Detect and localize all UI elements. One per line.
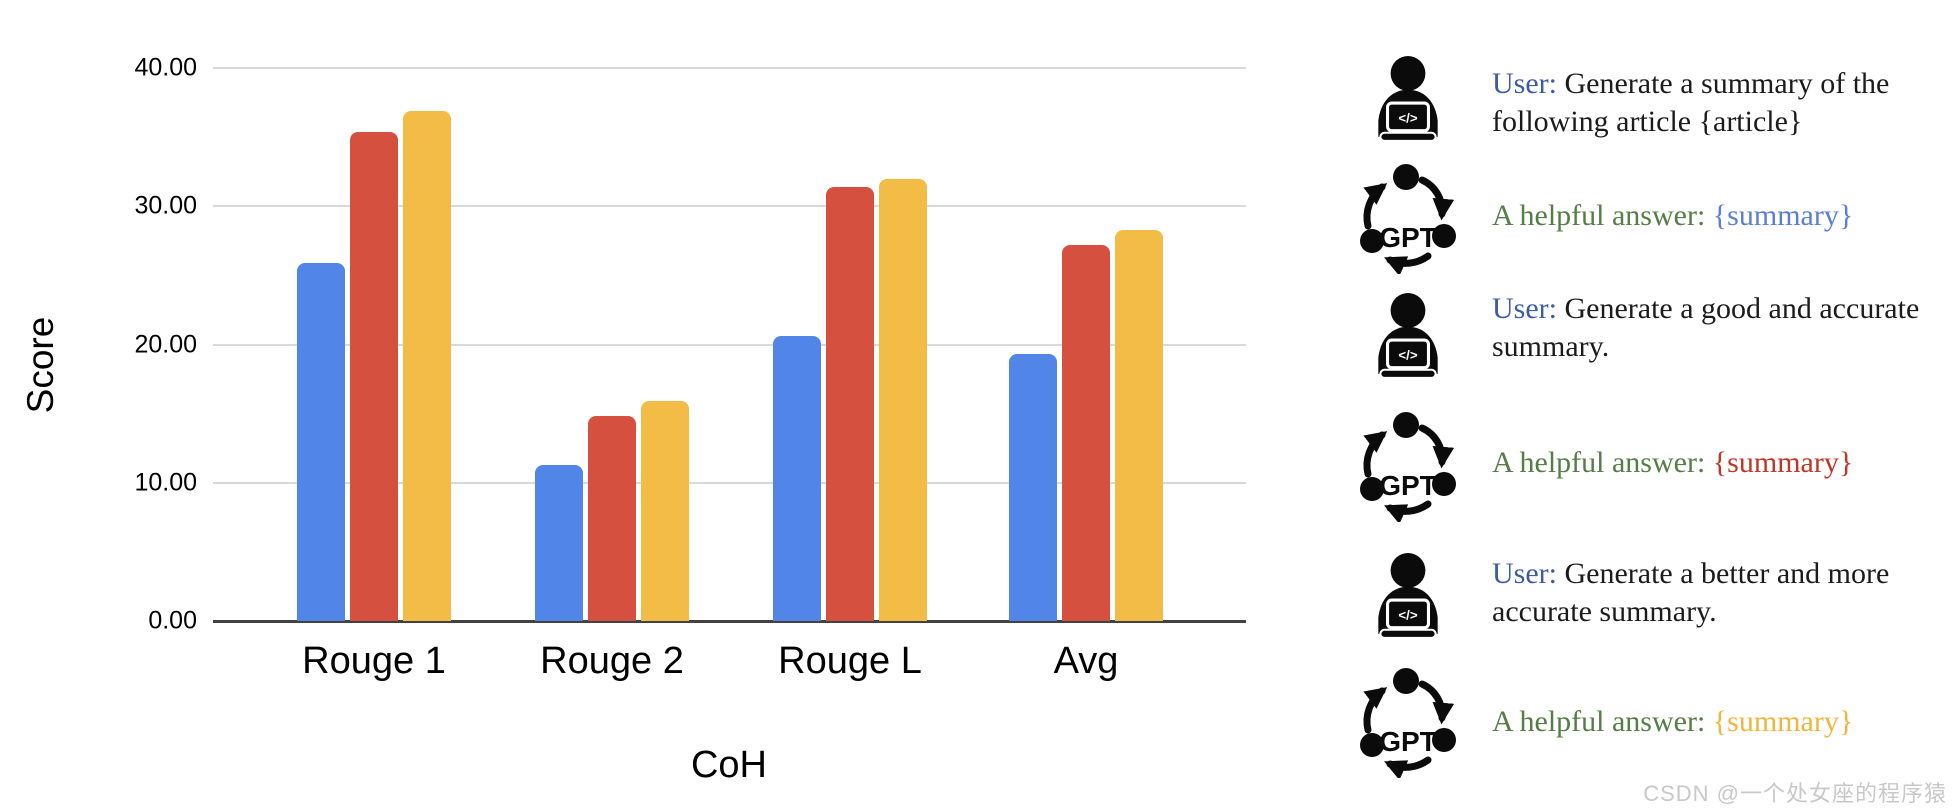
x-axis-title: CoH (690, 744, 768, 786)
x-category-label: Rouge 2 (540, 640, 684, 682)
laptop-code-label: </> (1398, 111, 1417, 126)
y-tick-label: 40.00 (134, 53, 197, 82)
user-laptop-icon: </> (1378, 56, 1438, 142)
bar-series-blue-rouge-2 (535, 465, 583, 621)
x-category-label: Rouge 1 (302, 640, 446, 682)
text-segment: {summary} (1712, 199, 1854, 232)
x-axis-line (213, 620, 1246, 623)
gpt-cycle-icon: GPT (1360, 668, 1456, 778)
text-segment: A helpful answer: (1492, 705, 1713, 738)
gpt-cycle-icon: GPT (1360, 412, 1456, 522)
prompt-row-text-3: User: Generate a good and accurate summa… (1492, 290, 1954, 366)
bar-series-blue-rouge-1 (297, 263, 345, 621)
prompt-row-text-4: A helpful answer: {summary} (1492, 444, 1954, 482)
prompt-row-text-2: A helpful answer: {summary} (1492, 197, 1954, 235)
bar-series-yellow-rouge-2 (641, 401, 689, 621)
y-tick-label: 20.00 (134, 330, 197, 359)
bar-series-yellow-rouge-l (879, 179, 927, 621)
laptop-code-label: </> (1398, 608, 1417, 623)
gridline-20 (213, 344, 1246, 346)
y-tick-label: 0.00 (148, 606, 197, 635)
bar-series-blue-rouge-l (773, 336, 821, 621)
bar-series-red-rouge-2 (588, 416, 636, 621)
prompt-row-text-6: A helpful answer: {summary} (1492, 703, 1954, 741)
text-segment: Generate a summary of the following arti… (1492, 67, 1890, 138)
prompt-row-text-5: User: Generate a better and more accurat… (1492, 555, 1954, 631)
x-category-label: Rouge L (778, 640, 922, 682)
gpt-cycle-icon: GPT (1360, 164, 1456, 274)
bar-series-red-rouge-1 (350, 132, 398, 621)
bar-series-yellow-avg (1115, 230, 1163, 621)
x-category-label: Avg (1053, 640, 1119, 682)
bar-series-yellow-rouge-1 (403, 111, 451, 621)
text-segment: Generate a better and more accurate summ… (1492, 557, 1890, 628)
text-segment: {summary} (1712, 446, 1854, 479)
bar-series-red-avg (1062, 245, 1110, 621)
bar-series-blue-avg (1009, 354, 1057, 621)
gridline-30 (213, 205, 1246, 207)
text-segment: User: (1492, 557, 1557, 590)
gridline-10 (213, 482, 1246, 484)
text-segment: A helpful answer: (1492, 446, 1713, 479)
text-segment: A helpful answer: (1492, 199, 1713, 232)
y-tick-label: 30.00 (134, 191, 197, 220)
gridline-40 (213, 67, 1246, 69)
laptop-code-label: </> (1398, 348, 1417, 363)
text-segment: {summary} (1712, 705, 1854, 738)
y-tick-label: 10.00 (134, 468, 197, 497)
gpt-icon-label: GPT (1379, 222, 1437, 253)
watermark: CSDN @一个处女座的程序猿 (1643, 781, 1947, 806)
text-segment: Generate a good and accurate summary. (1492, 292, 1920, 363)
user-laptop-icon: </> (1378, 293, 1438, 379)
text-segment: User: (1492, 292, 1557, 325)
prompt-row-text-1: User: Generate a summary of the followin… (1492, 65, 1954, 141)
text-segment: User: (1492, 67, 1557, 100)
gpt-icon-label: GPT (1379, 470, 1437, 501)
gpt-icon-label: GPT (1379, 726, 1437, 757)
user-laptop-icon: </> (1378, 553, 1438, 639)
bar-series-red-rouge-l (826, 187, 874, 621)
